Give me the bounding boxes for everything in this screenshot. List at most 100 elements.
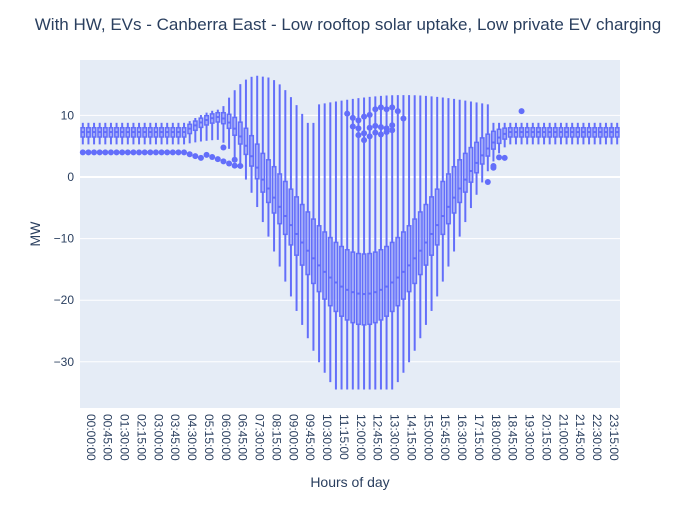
box-item xyxy=(451,98,457,252)
box-item xyxy=(361,97,367,390)
outlier-point xyxy=(518,108,525,115)
box-item xyxy=(569,122,575,145)
outlier-point xyxy=(85,149,92,156)
box-item xyxy=(417,95,423,339)
box xyxy=(457,159,463,204)
x-tick-label: 04:30:00 xyxy=(185,414,199,461)
box-item xyxy=(507,122,513,145)
box-item xyxy=(204,112,210,141)
outlier-point xyxy=(158,149,165,156)
outlier-points xyxy=(79,104,525,185)
x-tick-label: 18:45:00 xyxy=(506,414,520,461)
box-item xyxy=(192,117,198,143)
box xyxy=(406,225,412,293)
box xyxy=(288,188,294,246)
box-item xyxy=(249,76,255,193)
box xyxy=(462,152,468,193)
x-tick-label: 21:00:00 xyxy=(556,414,570,461)
outlier-point xyxy=(214,156,221,163)
outlier-point xyxy=(102,149,109,156)
box xyxy=(294,196,300,256)
box-item xyxy=(372,96,378,390)
outlier-point xyxy=(141,149,148,156)
box xyxy=(260,152,266,193)
box-item xyxy=(85,122,91,145)
outlier-point xyxy=(377,124,384,131)
y-axis-ticks: 10 0 −10 −20 −30 xyxy=(54,108,75,368)
box xyxy=(299,203,305,266)
box xyxy=(429,196,435,256)
x-tick-label: 03:00:00 xyxy=(151,414,165,461)
box xyxy=(372,251,378,324)
box-item xyxy=(339,100,345,390)
box-item xyxy=(170,122,176,145)
box-item xyxy=(502,122,508,148)
box-item xyxy=(429,96,435,311)
box-item xyxy=(406,95,412,363)
x-tick-label: 15:00:00 xyxy=(421,414,435,461)
box-item xyxy=(513,122,519,145)
box-item xyxy=(254,75,260,208)
outlier-point xyxy=(366,124,373,131)
outlier-point xyxy=(203,151,210,158)
box-item xyxy=(597,122,603,145)
box-item xyxy=(130,122,136,145)
outlier-point xyxy=(361,137,368,144)
outlier-point xyxy=(130,149,137,156)
box xyxy=(226,113,232,130)
x-tick-label: 13:30:00 xyxy=(388,414,402,461)
outlier-point xyxy=(361,130,368,137)
box xyxy=(249,134,255,167)
x-tick-label: 12:00:00 xyxy=(354,414,368,461)
box-item xyxy=(271,80,277,252)
outlier-point xyxy=(389,127,396,134)
outlier-point xyxy=(192,153,199,160)
box xyxy=(445,173,451,225)
box-item xyxy=(440,97,446,282)
outlier-point xyxy=(383,106,390,113)
box-item xyxy=(198,115,204,142)
box xyxy=(400,231,406,300)
box xyxy=(265,159,271,204)
outlier-point xyxy=(400,115,407,122)
box xyxy=(282,180,288,236)
box-item xyxy=(147,122,153,145)
box xyxy=(350,251,356,324)
box-item xyxy=(468,101,474,209)
outlier-point xyxy=(226,160,233,167)
y-tick-label: 10 xyxy=(61,108,75,122)
box-item xyxy=(445,98,451,267)
outlier-point xyxy=(366,133,373,140)
box xyxy=(327,236,333,307)
box-item xyxy=(333,101,339,390)
y-tick-label: −30 xyxy=(54,355,75,369)
outlier-point xyxy=(107,149,114,156)
x-tick-label: 18:00:00 xyxy=(489,414,503,461)
box-item xyxy=(159,122,165,145)
box-item xyxy=(114,122,120,145)
outlier-point xyxy=(181,149,188,156)
box xyxy=(361,253,367,326)
box xyxy=(417,211,423,276)
box-item xyxy=(260,76,266,223)
box xyxy=(237,121,243,145)
y-tick-label: 0 xyxy=(67,170,74,184)
box-item xyxy=(586,122,592,145)
box-item xyxy=(175,122,181,145)
box xyxy=(384,245,390,317)
x-tick-label: 09:00:00 xyxy=(286,414,300,461)
outlier-point xyxy=(169,149,176,156)
x-tick-label: 11:15:00 xyxy=(337,414,351,460)
x-tick-label: 10:30:00 xyxy=(320,414,334,461)
box xyxy=(254,143,260,180)
box-item xyxy=(423,95,429,325)
box-item xyxy=(479,103,485,183)
box-item xyxy=(125,122,131,145)
box-item xyxy=(282,90,288,282)
box-item xyxy=(108,122,114,145)
box-item xyxy=(564,122,570,145)
box xyxy=(316,225,322,293)
outlier-point xyxy=(372,106,379,113)
box xyxy=(339,245,345,317)
